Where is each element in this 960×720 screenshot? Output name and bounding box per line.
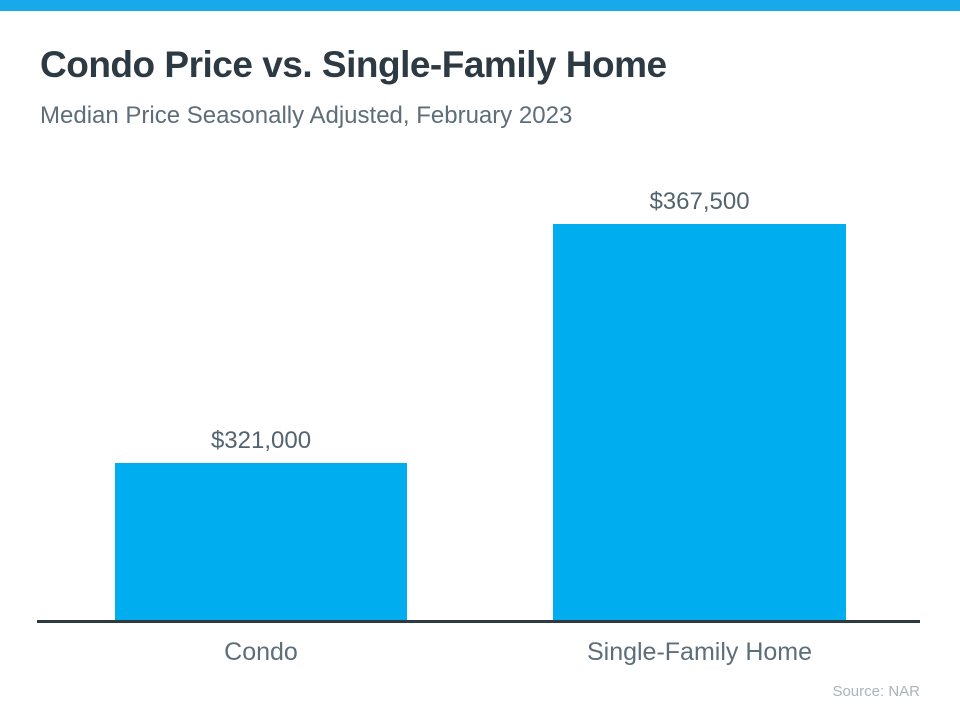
category-label-single-family: Single-Family Home <box>586 638 813 666</box>
x-axis-line <box>37 620 920 623</box>
bar-group-single-family: $367,500 <box>553 188 846 620</box>
value-label-single-family: $367,500 <box>649 188 750 215</box>
bar-single-family <box>553 224 846 620</box>
bar-condo <box>115 463 407 620</box>
bar-group-condo: $321,000 <box>115 427 407 620</box>
category-label-condo: Condo <box>224 638 298 666</box>
source-credit: Source: NAR <box>832 683 920 700</box>
page-title: Condo Price vs. Single-Family Home <box>40 44 667 85</box>
chart-subtitle: Median Price Seasonally Adjusted, Februa… <box>40 102 573 129</box>
value-label-condo: $321,000 <box>210 427 312 454</box>
top-accent-bar <box>0 0 960 11</box>
